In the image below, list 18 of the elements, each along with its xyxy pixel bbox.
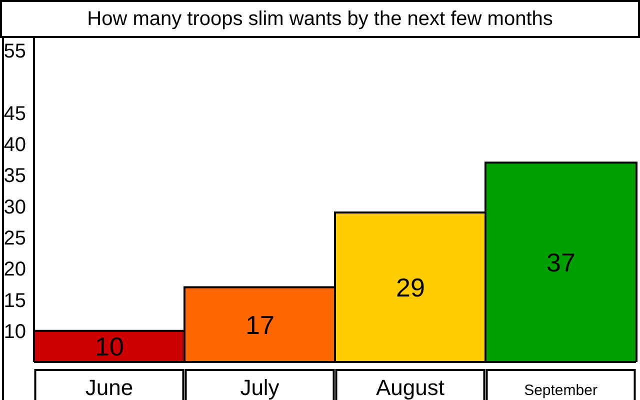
y-tick-label: 20 (4, 258, 26, 281)
data-label: 29 (396, 272, 425, 302)
y-tick-label: 10 (4, 320, 26, 343)
y-tick-label: 25 (4, 227, 26, 250)
x-tick-label: August (376, 375, 444, 400)
data-label: 37 (546, 248, 576, 278)
y-tick-label: 40 (4, 134, 26, 156)
y-tick-label: 15 (4, 290, 26, 312)
y-tick-label: 55 (4, 40, 26, 63)
chart-title: How many troops slim wants by the next few months (0, 0, 640, 38)
data-label: 10 (95, 332, 124, 362)
x-tick-label: July (240, 375, 280, 400)
y-tick-label: 45 (4, 102, 26, 125)
data-label: 17 (246, 310, 274, 340)
x-tick-label: June (85, 375, 134, 400)
x-tick-label: September (524, 382, 598, 399)
y-tick-label: 30 (4, 196, 26, 218)
y-tick-label: 35 (4, 165, 26, 188)
